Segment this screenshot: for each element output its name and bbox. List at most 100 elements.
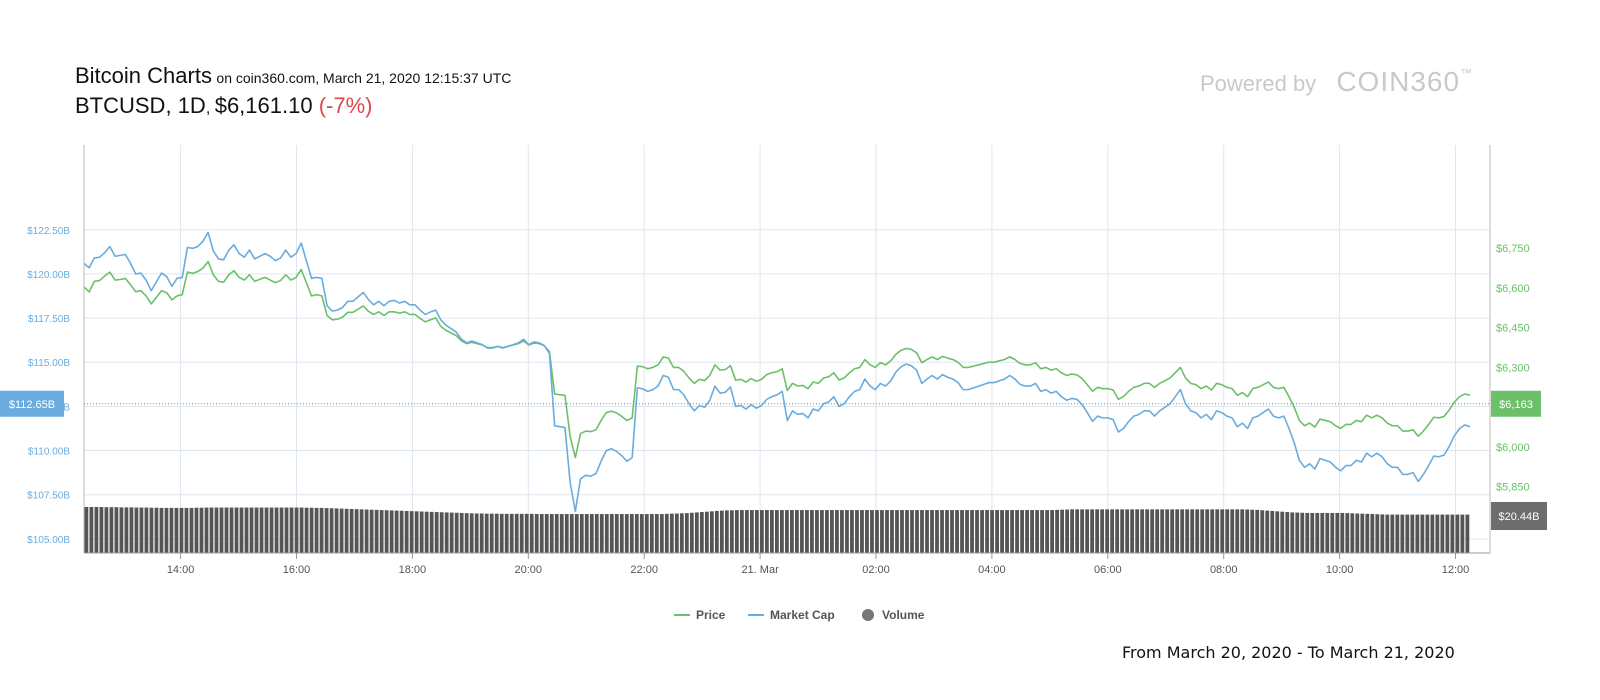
volume-bar bbox=[654, 514, 659, 553]
powered-by[interactable]: Powered by COIN360™ bbox=[1200, 66, 1473, 98]
volume-bar bbox=[619, 514, 624, 553]
left-tick-label: $120.00B bbox=[27, 270, 70, 281]
volume-bar bbox=[1120, 509, 1125, 553]
left-axis-ticks: $122.50B$120.00B$117.50B$115.00B$112.50B… bbox=[27, 226, 70, 546]
volume-bar bbox=[1015, 510, 1019, 553]
legend-item-market-cap[interactable]: Market Cap bbox=[748, 608, 835, 622]
x-tick-label: 21. Mar bbox=[741, 564, 779, 576]
volume-bar bbox=[845, 510, 849, 553]
volume-bar bbox=[940, 510, 944, 553]
volume-bar bbox=[109, 507, 114, 553]
volume-bar bbox=[1045, 510, 1049, 553]
x-tick-label: 18:00 bbox=[399, 564, 427, 576]
coin360-logo: COIN360™ bbox=[1336, 66, 1474, 97]
volume-bar bbox=[234, 507, 239, 553]
legend-item-volume[interactable]: Volume bbox=[862, 608, 925, 622]
volume-bar bbox=[444, 512, 449, 553]
volume-bar bbox=[159, 507, 164, 553]
volume-bar bbox=[1450, 514, 1455, 553]
volume-bar bbox=[514, 513, 519, 553]
volume-bar bbox=[1105, 509, 1110, 553]
x-tick-label: 06:00 bbox=[1094, 564, 1122, 576]
volume-bar bbox=[544, 514, 549, 553]
volume-bar bbox=[1275, 511, 1280, 553]
volume-bar bbox=[830, 510, 834, 553]
volume-bar bbox=[534, 514, 539, 553]
left-tick-label: $105.00B bbox=[27, 535, 70, 546]
volume-bar bbox=[1375, 514, 1380, 553]
volume-bar bbox=[865, 510, 869, 553]
volume-bar bbox=[89, 507, 94, 553]
volume-bar bbox=[910, 510, 914, 553]
volume-bar bbox=[344, 508, 349, 553]
volume-bar bbox=[384, 510, 389, 553]
legend[interactable]: Price Market Cap Volume bbox=[674, 608, 925, 622]
volume-bar bbox=[1200, 509, 1205, 553]
volume-bar bbox=[975, 510, 979, 553]
volume-bar bbox=[1395, 514, 1400, 553]
current-value-markers: $112.65B $6,163 $20.44B bbox=[0, 390, 1547, 530]
volume-bar bbox=[885, 510, 889, 553]
volume-bar bbox=[1320, 512, 1325, 553]
legend-label: Volume bbox=[882, 608, 925, 622]
volume-bar bbox=[1140, 509, 1145, 553]
volume-bar bbox=[339, 508, 344, 553]
volume-bar bbox=[284, 507, 289, 553]
x-tick-label: 10:00 bbox=[1326, 564, 1354, 576]
volume-bar bbox=[509, 513, 514, 553]
volume-bar bbox=[1335, 512, 1340, 553]
volume-bar bbox=[334, 508, 339, 553]
volume-bar bbox=[900, 510, 904, 553]
volume-bar bbox=[835, 510, 839, 553]
volume-bar bbox=[945, 510, 949, 553]
price-change: (-7%) bbox=[318, 93, 373, 118]
volume-bar bbox=[264, 507, 269, 553]
volume-bar bbox=[1345, 513, 1350, 553]
volume-bar bbox=[559, 514, 564, 553]
x-tick-label: 14:00 bbox=[167, 564, 195, 576]
volume-bar bbox=[1455, 514, 1460, 553]
volume-bar bbox=[349, 508, 354, 553]
grid bbox=[84, 145, 1490, 553]
volume-bar bbox=[214, 507, 219, 553]
volume-bar bbox=[1075, 509, 1080, 553]
volume-bar bbox=[1425, 514, 1430, 553]
volume-bar bbox=[855, 510, 859, 553]
volume-bar bbox=[1290, 512, 1295, 553]
volume-bar bbox=[319, 507, 324, 553]
volume-bar bbox=[1390, 514, 1395, 553]
volume-bar bbox=[589, 514, 594, 553]
volume-bar bbox=[364, 509, 369, 553]
volume-bar bbox=[1440, 514, 1445, 553]
legend-dot-icon bbox=[862, 609, 874, 621]
right-tick-label: $5,850 bbox=[1496, 482, 1530, 494]
volume-bar bbox=[960, 510, 964, 553]
axes bbox=[83, 145, 1491, 554]
volume-bar bbox=[579, 514, 584, 553]
volume-bar bbox=[1010, 510, 1014, 553]
volume-bar bbox=[129, 507, 134, 553]
volume-bar bbox=[479, 513, 484, 553]
volume-bar bbox=[504, 513, 509, 553]
volume-bar bbox=[224, 507, 229, 553]
volume-bar bbox=[1360, 513, 1365, 553]
legend-item-price[interactable]: Price bbox=[674, 608, 726, 622]
volume-bar bbox=[990, 510, 994, 553]
volume-bar bbox=[1135, 509, 1140, 553]
volume-bar bbox=[474, 513, 479, 553]
volume-bar bbox=[639, 514, 644, 553]
volume-bar bbox=[1235, 509, 1240, 553]
volume-bar bbox=[780, 510, 784, 553]
volume-bar bbox=[144, 507, 149, 553]
right-tick-label: $6,000 bbox=[1496, 442, 1530, 454]
interval-label: 1D bbox=[177, 93, 206, 118]
volume-bar bbox=[1180, 509, 1185, 553]
volume-bar bbox=[920, 510, 924, 553]
volume-bars bbox=[84, 507, 1470, 553]
legend-label: Market Cap bbox=[770, 608, 835, 622]
volume-bar bbox=[965, 510, 969, 553]
volume-bar bbox=[955, 510, 959, 553]
volume-bar bbox=[980, 510, 984, 553]
volume-bar bbox=[935, 510, 939, 553]
